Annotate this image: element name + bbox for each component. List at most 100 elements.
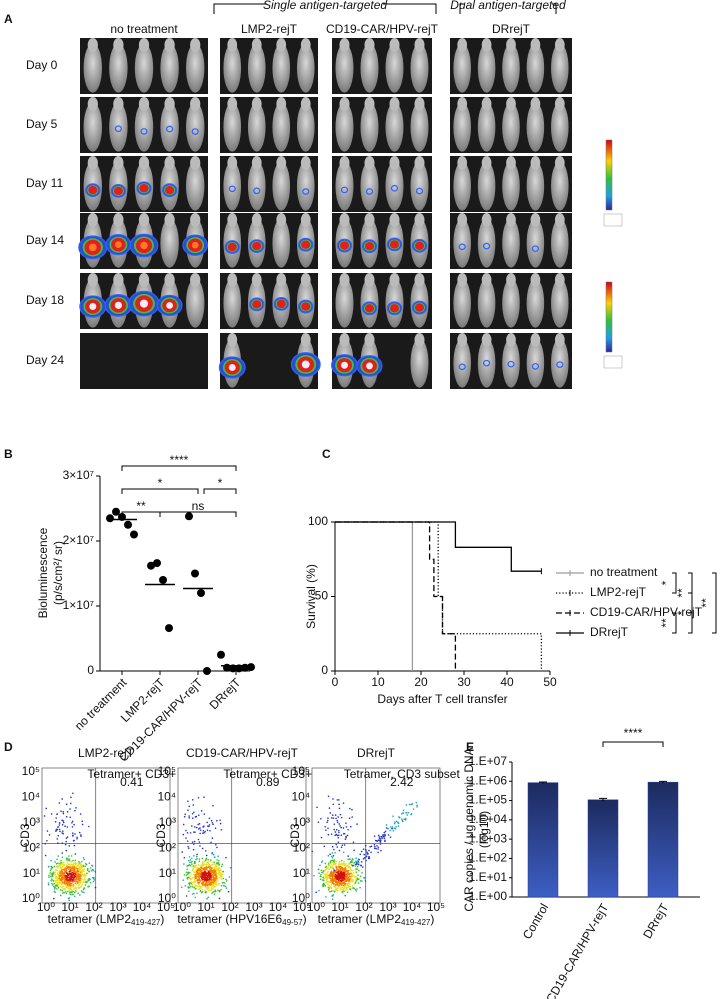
- event-dot: [55, 877, 57, 880]
- event-dot: [214, 881, 217, 883]
- event-dot: [342, 802, 345, 804]
- mouse-head: [190, 97, 201, 111]
- event-dot: [326, 821, 328, 824]
- event-dot: [320, 869, 323, 872]
- event-dot: [59, 885, 62, 888]
- event-dot: [197, 864, 200, 867]
- event-dot: [210, 864, 213, 867]
- event-dot: [185, 895, 188, 897]
- y-tick-label: 10³: [159, 815, 176, 829]
- event-dot: [415, 801, 418, 804]
- event-dot: [72, 890, 74, 893]
- error-bar: [659, 780, 667, 784]
- event-dot: [80, 867, 83, 870]
- mouse-head: [251, 213, 262, 227]
- event-dot: [79, 866, 81, 869]
- gate-label: Tetramer, CD3 subset: [344, 767, 461, 781]
- event-dot: [65, 840, 68, 843]
- event-dot: [377, 846, 380, 849]
- mouse-head: [554, 38, 565, 52]
- event-dot: [202, 861, 205, 864]
- event-dot: [211, 884, 214, 887]
- event-dot: [322, 883, 325, 885]
- event-dot: [209, 889, 211, 891]
- event-dot: [322, 885, 325, 887]
- event-dot: [73, 874, 76, 877]
- event-dot: [214, 844, 217, 846]
- event-dot: [354, 888, 357, 891]
- colorbar-box: [603, 355, 623, 369]
- mouse: [502, 102, 520, 152]
- x-tick-label: 10²: [85, 900, 102, 914]
- event-dot: [334, 814, 337, 816]
- event-dot: [342, 882, 344, 884]
- sig-bracket: [159, 511, 237, 517]
- event-dot: [327, 795, 330, 798]
- event-dot: [357, 860, 359, 862]
- event-dot: [56, 872, 59, 874]
- event-dot: [78, 868, 80, 871]
- event-dot: [345, 836, 347, 839]
- event-dot: [43, 815, 46, 817]
- mouse: [551, 218, 569, 268]
- day-label: Day 18: [26, 293, 64, 307]
- mouse-head: [227, 213, 238, 227]
- event-dot: [313, 875, 315, 877]
- event-dot: [75, 890, 77, 892]
- event-dot: [342, 827, 345, 829]
- event-dot: [387, 827, 389, 830]
- event-dot: [361, 872, 363, 874]
- event-dot: [83, 878, 86, 881]
- mouse: [526, 161, 545, 211]
- event-dot: [184, 813, 186, 816]
- mouse-head: [227, 333, 238, 347]
- x-tick-label: 10²: [355, 900, 372, 914]
- event-dot: [192, 881, 195, 883]
- event-dot: [71, 863, 73, 866]
- mouse: [134, 43, 154, 93]
- event-dot: [75, 887, 78, 890]
- mouse-head: [364, 213, 375, 227]
- event-dot: [50, 878, 53, 881]
- event-dot: [335, 874, 338, 876]
- data-point: [106, 514, 114, 523]
- event-dot: [336, 846, 339, 848]
- event-dot: [83, 858, 86, 861]
- event-dot: [210, 819, 213, 822]
- event-dot: [61, 798, 63, 800]
- x-tick-label: DRrejT: [207, 675, 244, 712]
- event-dot: [58, 824, 61, 826]
- event-dot: [207, 872, 209, 875]
- event-dot: [51, 873, 54, 875]
- event-dot: [58, 883, 60, 886]
- event-dot: [59, 889, 62, 891]
- event-dot: [91, 869, 93, 872]
- event-dot: [340, 846, 343, 849]
- event-dot: [78, 870, 80, 872]
- event-dot: [79, 834, 82, 836]
- event-dot: [346, 834, 349, 837]
- event-dot: [61, 863, 64, 866]
- event-dot: [199, 890, 202, 892]
- event-dot: [405, 817, 407, 820]
- event-dot: [392, 815, 394, 817]
- event-dot: [68, 872, 71, 875]
- event-dot: [327, 854, 330, 857]
- event-dot: [329, 890, 331, 893]
- event-dot: [208, 879, 211, 882]
- event-dot: [339, 860, 341, 863]
- event-dot: [319, 875, 322, 878]
- event-dot: [355, 857, 357, 859]
- y-axis-label: CD3: [18, 823, 32, 847]
- sig-bracket: [672, 612, 677, 634]
- event-dot: [208, 872, 211, 874]
- x-tick-label: 20: [414, 675, 428, 689]
- event-dot: [203, 873, 206, 876]
- mouse-head: [414, 156, 425, 170]
- y-tick-label: 10²: [23, 840, 40, 854]
- mouse-head: [138, 97, 150, 111]
- event-dot: [329, 853, 331, 855]
- signal-outer: [191, 128, 199, 135]
- event-dot: [187, 847, 190, 849]
- event-dot: [220, 878, 223, 880]
